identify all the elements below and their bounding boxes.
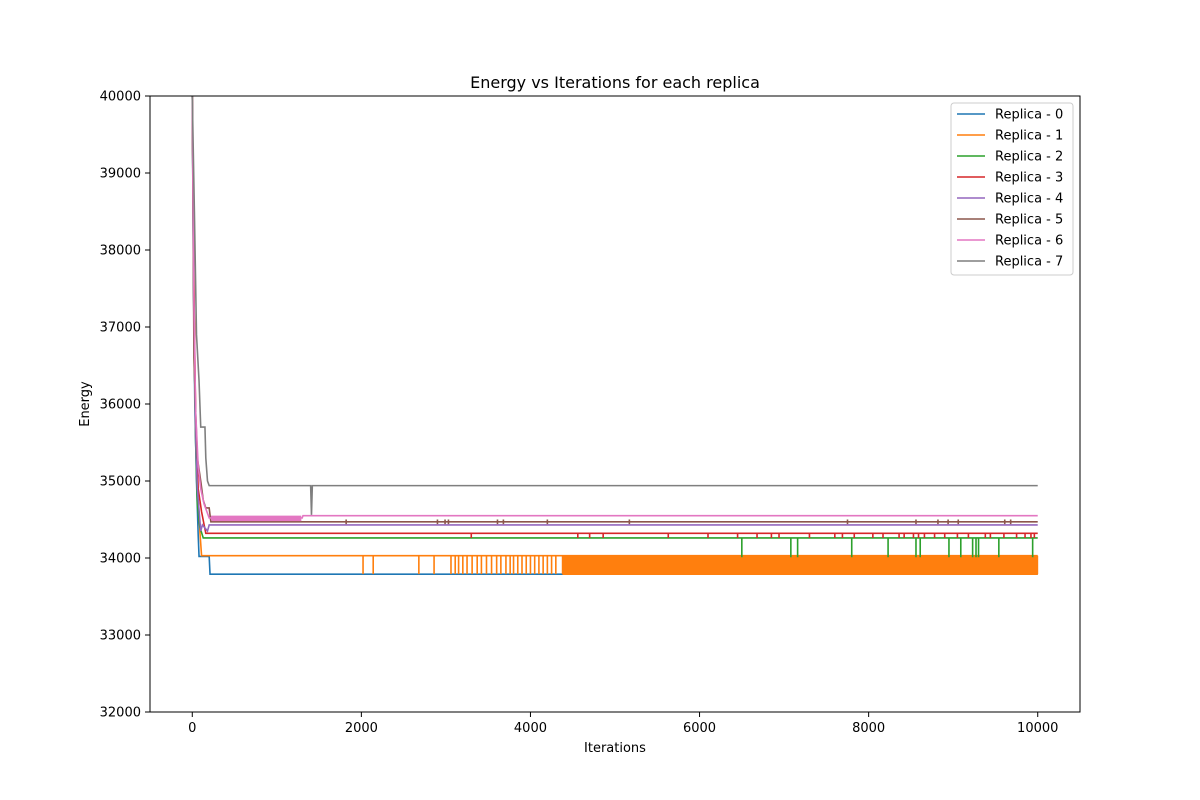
- x-axis-label: Iterations: [584, 741, 646, 756]
- legend-label: Replica - 7: [995, 255, 1063, 270]
- legend-item: Replica - 3: [957, 171, 1063, 186]
- y-tick-label: 34000: [100, 552, 141, 567]
- series-layer: [191, 96, 1039, 575]
- series-fluctuations: [741, 537, 1034, 558]
- legend-item: Replica - 7: [957, 255, 1063, 270]
- legend-box: [950, 102, 1074, 276]
- series-line: [191, 96, 1038, 515]
- x-tick-label: 6000: [683, 721, 716, 736]
- legend-item: Replica - 4: [957, 192, 1063, 207]
- x-tick-label: 8000: [852, 721, 885, 736]
- x-tick-label: 2000: [345, 721, 378, 736]
- series-fluctuations: [210, 515, 302, 521]
- y-axis: 32000 33000 34000 35000 36000 37000 38000 39000…: [100, 90, 150, 721]
- series-fluctuations: [362, 555, 1039, 575]
- legend-label: Replica - 4: [995, 192, 1063, 207]
- chart-title: Energy vs Iterations for each replica: [470, 73, 760, 92]
- legend-item: Replica - 1: [957, 129, 1063, 144]
- x-tick-label: 0: [188, 721, 196, 736]
- y-tick-label: 32000: [100, 706, 141, 721]
- y-axis-label: Energy: [78, 381, 93, 427]
- series-line: [191, 96, 1038, 519]
- y-tick-label: 35000: [100, 475, 141, 490]
- legend-label: Replica - 2: [995, 150, 1063, 165]
- series-fluctuations: [345, 519, 1012, 525]
- y-tick-label: 39000: [100, 167, 141, 182]
- x-tick-label: 4000: [514, 721, 547, 736]
- x-axis: 0 2000 4000 6000 8000 10000: [188, 712, 1058, 736]
- legend: Replica - 0 Replica - 1 Replica - 2 Replica…: [950, 102, 1074, 276]
- series-fluctuations: [470, 533, 1036, 538]
- legend-label: Replica - 0: [995, 108, 1063, 123]
- legend-label: Replica - 3: [995, 171, 1063, 186]
- series-replica-7: [191, 96, 1038, 515]
- legend-item: Replica - 0: [957, 108, 1063, 123]
- legend-item: Replica - 6: [957, 234, 1063, 249]
- legend-label: Replica - 6: [995, 234, 1063, 249]
- legend-item: Replica - 2: [957, 150, 1063, 165]
- y-tick-label: 37000: [100, 321, 141, 336]
- legend-label: Replica - 5: [995, 213, 1063, 228]
- legend-item: Replica - 5: [957, 213, 1063, 228]
- legend-label: Replica - 1: [995, 129, 1063, 144]
- y-tick-label: 38000: [100, 244, 141, 259]
- x-tick-label: 10000: [1017, 721, 1058, 736]
- y-tick-label: 36000: [100, 398, 141, 413]
- y-tick-label: 33000: [100, 629, 141, 644]
- series-replica-6: [191, 96, 1038, 522]
- y-tick-label: 40000: [100, 90, 141, 105]
